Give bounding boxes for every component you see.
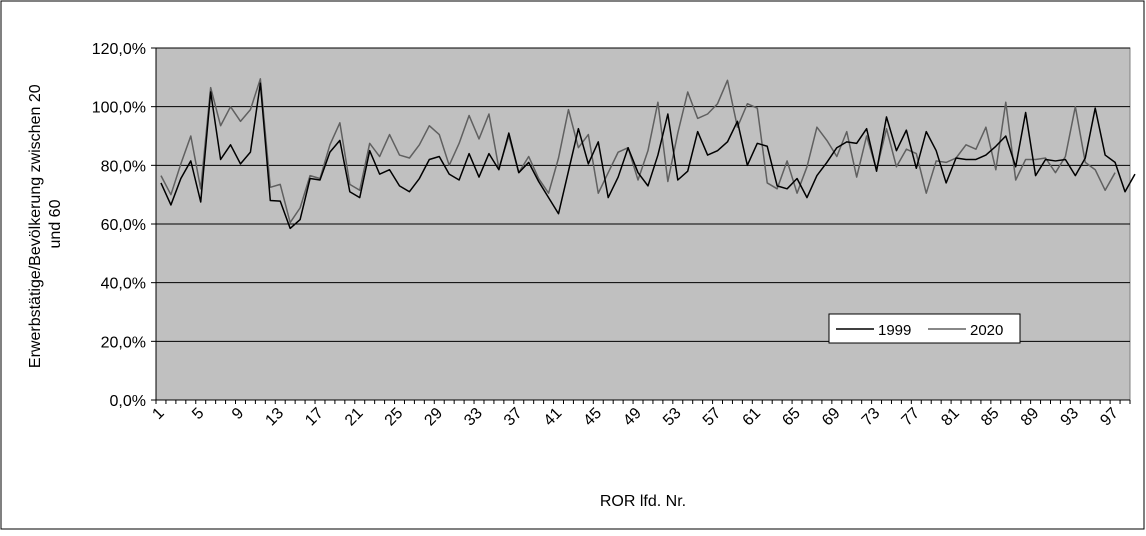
axes bbox=[151, 47, 1131, 404]
x-axis-label: ROR lfd. Nr. bbox=[600, 493, 686, 510]
y-tick-label: 0,0% bbox=[110, 393, 146, 410]
gridlines bbox=[156, 47, 1130, 342]
legend-label-2020: 2020 bbox=[970, 322, 1003, 339]
y-tick-label: 100,0% bbox=[92, 100, 146, 117]
series-line-1999 bbox=[160, 82, 1136, 230]
y-tick-label: 120,0% bbox=[92, 41, 146, 58]
y-tick-label: 80,0% bbox=[101, 158, 146, 175]
legend-label-1999: 1999 bbox=[878, 322, 911, 339]
y-axis-label-line-1: Erwerbstätige/Bevölkerung zwischen 20 bbox=[27, 84, 44, 368]
y-axis-label-line-2: und 60 bbox=[47, 199, 64, 248]
y-tick-label: 40,0% bbox=[101, 276, 146, 293]
y-tick-label: 60,0% bbox=[101, 217, 146, 234]
y-axis-label: Erwerbstätige/Bevölkerung zwischen 20 un… bbox=[27, 80, 64, 368]
y-tick-labels: 0,0% 20,0% 40,0% 60,0% 80,0% 100,0% 120,0% bbox=[92, 41, 146, 410]
y-tick-label: 20,0% bbox=[101, 334, 146, 351]
series-lines bbox=[160, 78, 1136, 230]
legend: 1999 2020 bbox=[828, 313, 1021, 344]
